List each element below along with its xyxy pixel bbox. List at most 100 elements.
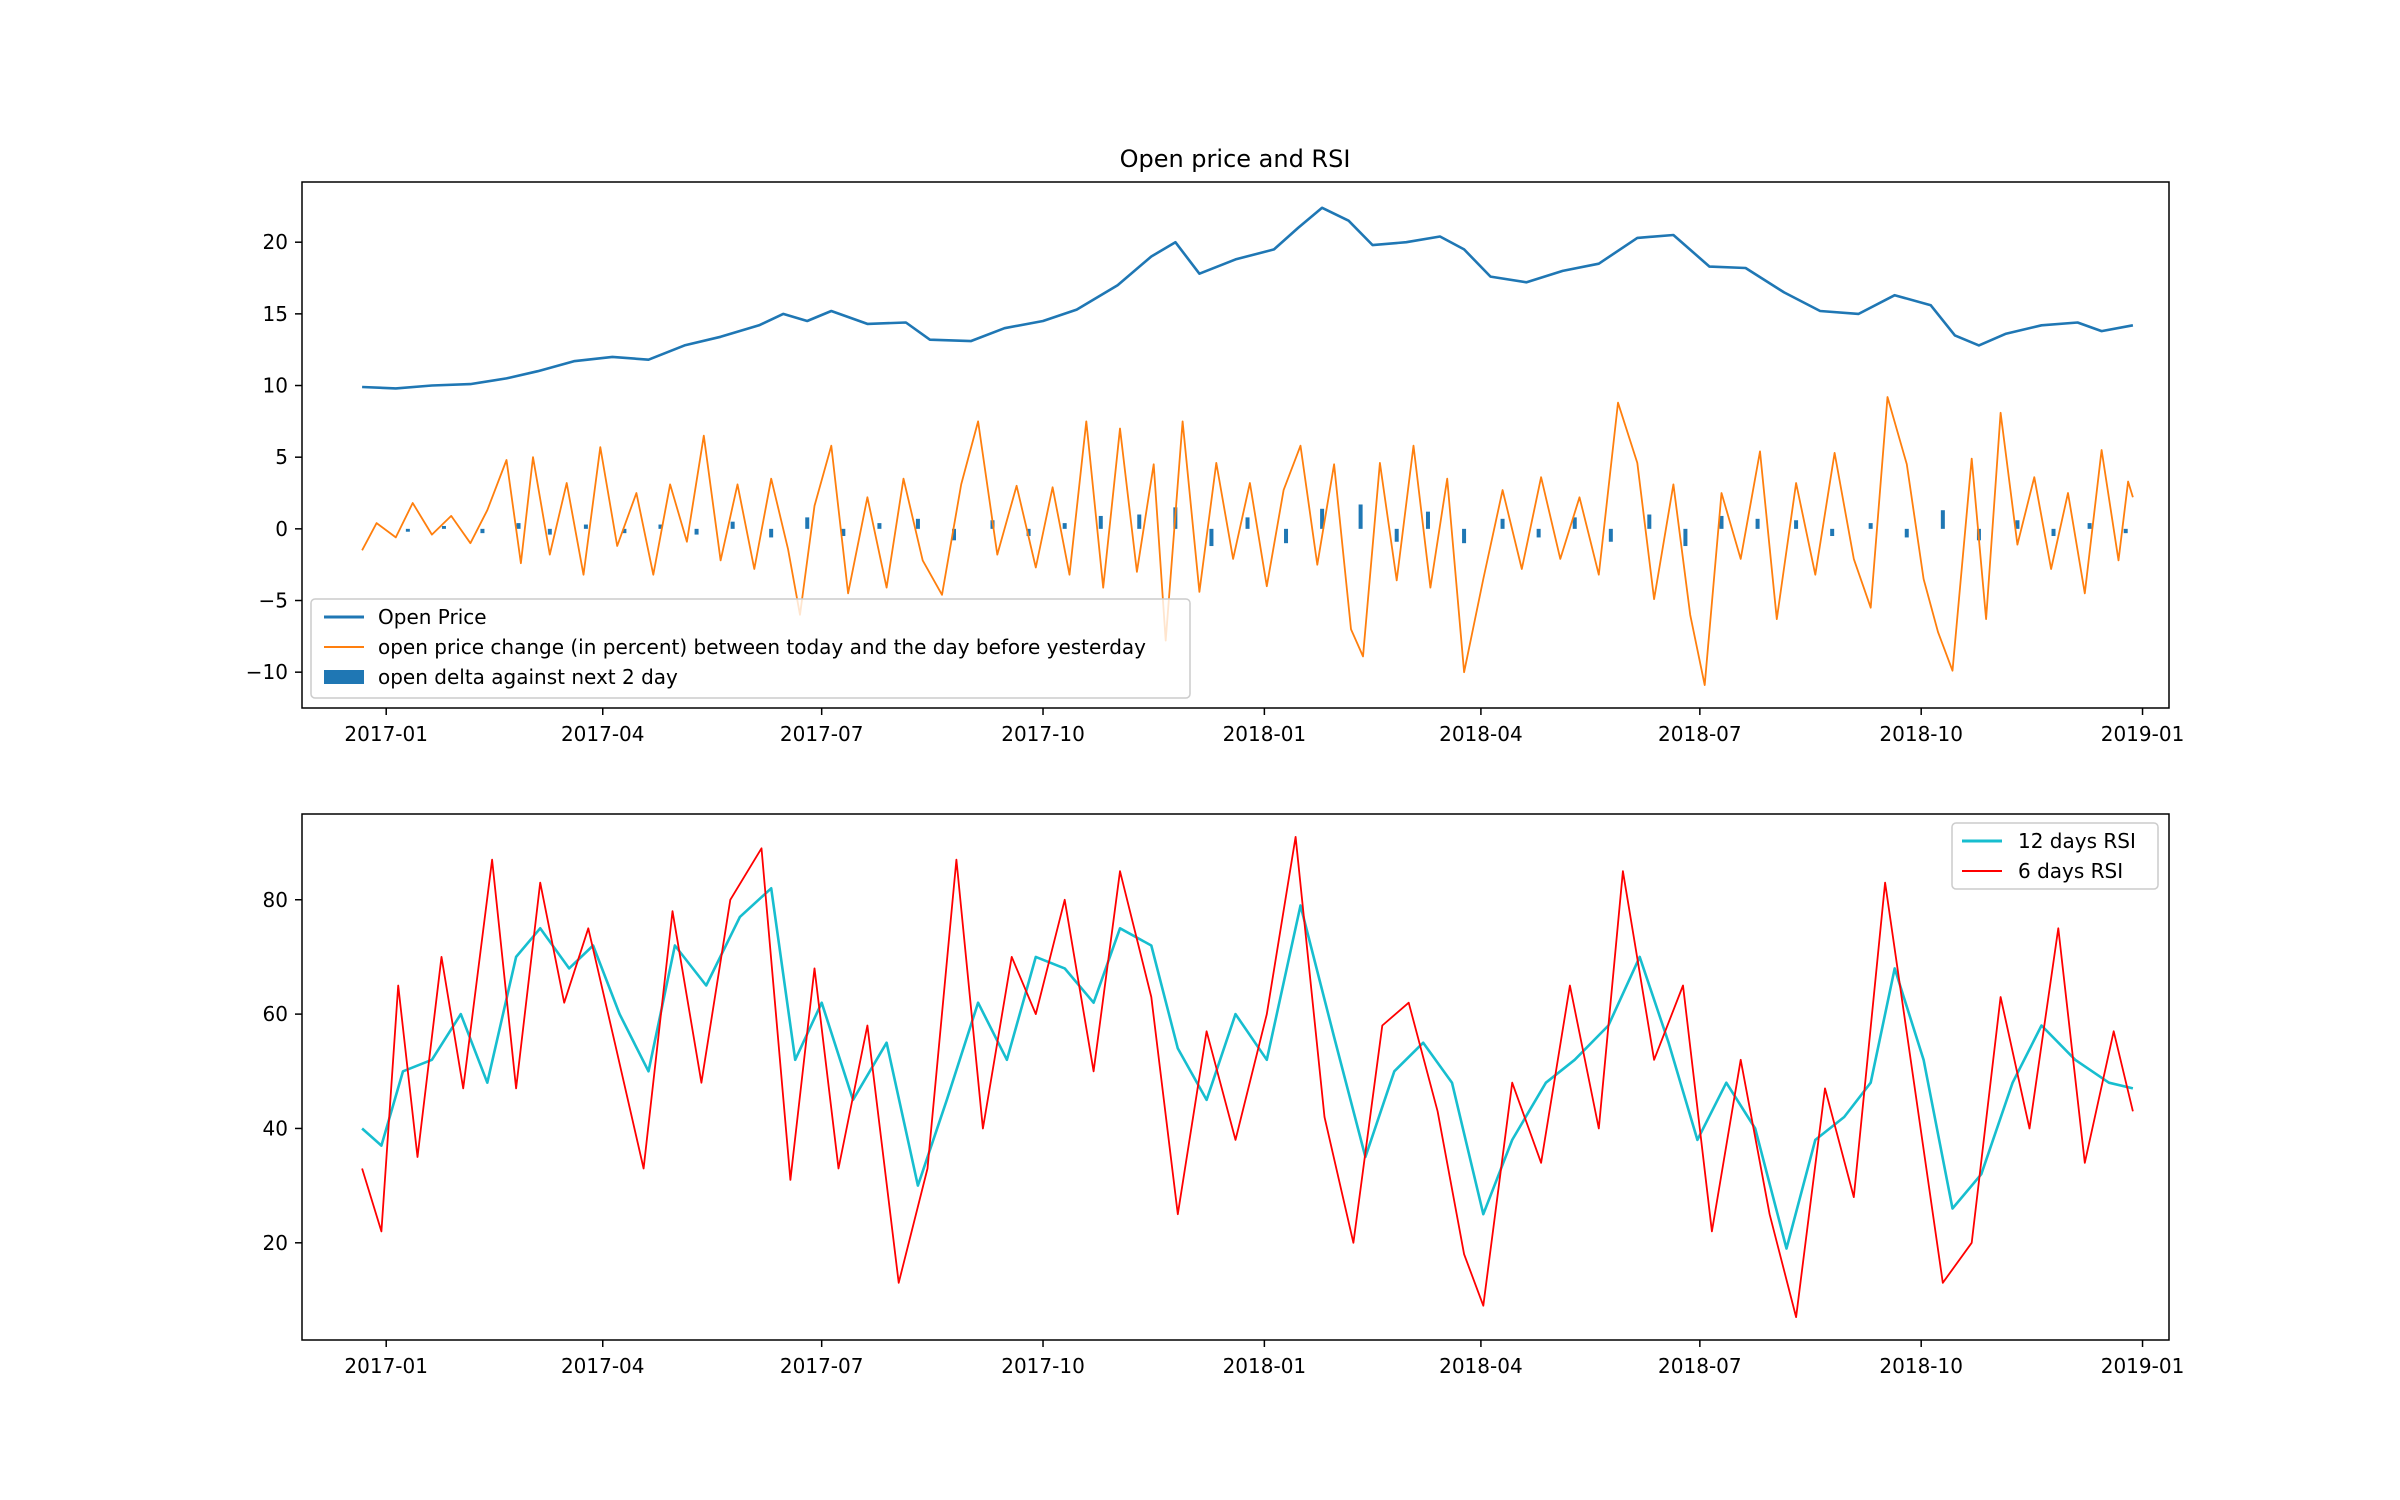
x-tick-label: 2018-07 <box>1658 1354 1742 1378</box>
delta-bar <box>1536 528 1541 538</box>
bottom-chart-y-axis: 20 40 60 80 <box>263 888 302 1255</box>
rsi12-line <box>361 887 2134 1250</box>
delta-bar <box>694 528 699 535</box>
delta-bar <box>1868 523 1873 529</box>
top-chart-y-axis: −10 −5 0 5 10 15 20 <box>246 230 302 684</box>
delta-bar <box>1794 520 1799 529</box>
y-tick-label: 10 <box>263 374 288 398</box>
x-tick-label: 2017-04 <box>561 1354 645 1378</box>
delta-bar <box>1394 528 1399 542</box>
top-chart-x-axis: 2017-01 2017-04 2017-07 2017-10 2018-01 2018-… <box>344 708 2184 746</box>
delta-bar <box>583 524 588 529</box>
legend-label-open-price: Open Price <box>378 605 487 629</box>
bottom-legend-box <box>1951 822 2159 890</box>
delta-bar <box>1284 528 1289 544</box>
y-tick-label: −10 <box>246 660 288 684</box>
delta-bar <box>516 523 521 529</box>
x-tick-label: 2018-01 <box>1223 722 1307 746</box>
legend-swatch-delta <box>324 670 364 684</box>
legend-label-rsi12: 12 days RSI <box>2018 829 2136 853</box>
delta-bar <box>1098 515 1103 529</box>
delta-bar <box>405 528 410 532</box>
top-legend-box <box>310 598 1191 699</box>
delta-bar <box>769 528 774 538</box>
open-price-line <box>362 206 2134 390</box>
x-tick-label: 2017-01 <box>344 1354 428 1378</box>
delta-bar <box>1209 528 1214 547</box>
delta-bar <box>1026 528 1031 537</box>
delta-bar <box>1683 528 1688 547</box>
delta-bar <box>1719 515 1724 529</box>
delta-bar <box>622 528 627 534</box>
delta-bar <box>730 521 735 529</box>
x-tick-label: 2018-07 <box>1658 722 1742 746</box>
delta-bar <box>441 525 446 529</box>
delta-bar <box>1572 517 1577 529</box>
y-tick-label: 0 <box>275 517 288 541</box>
delta-bar <box>1462 528 1467 544</box>
bottom-chart-frame <box>301 813 2170 1341</box>
y-tick-label: 60 <box>263 1002 288 1026</box>
x-tick-label: 2017-10 <box>1001 722 1085 746</box>
delta-bar <box>658 524 663 529</box>
delta-bar <box>1062 523 1067 529</box>
delta-bar <box>1500 518 1505 529</box>
delta-bar <box>547 528 552 535</box>
bottom-chart-x-axis: 2017-01 2017-04 2017-07 2017-10 2018-01 2018-… <box>344 1340 2184 1378</box>
x-tick-label: 2017-07 <box>780 1354 864 1378</box>
y-tick-label: −5 <box>259 589 288 613</box>
x-tick-label: 2017-01 <box>344 722 428 746</box>
rsi6-line <box>361 836 2134 1318</box>
x-tick-label: 2017-07 <box>780 722 864 746</box>
delta-bar <box>952 528 957 541</box>
delta-bar <box>1358 504 1363 529</box>
top-chart: Open price and RSI 2017-01 2017-04 2017-07… <box>246 145 2185 746</box>
delta-bar <box>1245 517 1250 529</box>
delta-bar <box>1608 528 1613 542</box>
x-tick-label: 2017-04 <box>561 722 645 746</box>
y-tick-label: 15 <box>263 302 288 326</box>
x-tick-label: 2019-01 <box>2101 1354 2185 1378</box>
delta-bar <box>2051 528 2056 537</box>
x-tick-label: 2017-10 <box>1001 1354 1085 1378</box>
y-tick-label: 5 <box>275 445 288 469</box>
x-tick-label: 2018-04 <box>1439 722 1523 746</box>
legend-label-rsi6: 6 days RSI <box>2018 859 2123 883</box>
y-tick-label: 80 <box>263 888 288 912</box>
delta-bar <box>1755 518 1760 529</box>
pct-change-line <box>361 396 2134 686</box>
y-tick-label: 20 <box>263 230 288 254</box>
y-tick-label: 20 <box>263 1231 288 1255</box>
delta-bar <box>1647 514 1652 529</box>
top-chart-legend: Open Price open price change (in percent… <box>310 598 1191 699</box>
y-tick-label: 40 <box>263 1116 288 1140</box>
delta-bar <box>1425 511 1430 529</box>
delta-bar <box>877 523 882 529</box>
delta-bar <box>915 518 920 529</box>
x-tick-label: 2019-01 <box>2101 722 2185 746</box>
delta-bar <box>841 528 846 537</box>
legend-label-pct-change: open price change (in percent) between t… <box>378 635 1146 659</box>
x-tick-label: 2018-10 <box>1879 722 1963 746</box>
bottom-chart-legend: 12 days RSI 6 days RSI <box>1951 822 2159 890</box>
delta-bar <box>1904 528 1909 538</box>
top-chart-lines <box>361 206 2134 686</box>
x-tick-label: 2018-01 <box>1223 1354 1307 1378</box>
delta-bar <box>480 528 485 534</box>
delta-bar <box>1137 514 1142 529</box>
x-tick-label: 2018-04 <box>1439 1354 1523 1378</box>
top-chart-frame <box>301 181 2170 709</box>
delta-bar <box>2087 523 2092 529</box>
delta-bar <box>805 517 810 529</box>
delta-bar <box>1830 528 1835 537</box>
x-tick-label: 2018-10 <box>1879 1354 1963 1378</box>
rsi-lines <box>361 836 2134 1318</box>
bottom-chart: 2017-01 2017-04 2017-07 2017-10 2018-01 2018-… <box>263 813 2184 1378</box>
delta-bar <box>1940 510 1945 529</box>
top-chart-title: Open price and RSI <box>1120 145 1351 173</box>
delta-bar <box>2015 520 2020 529</box>
delta-bar <box>1320 508 1325 529</box>
legend-label-delta: open delta against next 2 day <box>378 665 678 689</box>
